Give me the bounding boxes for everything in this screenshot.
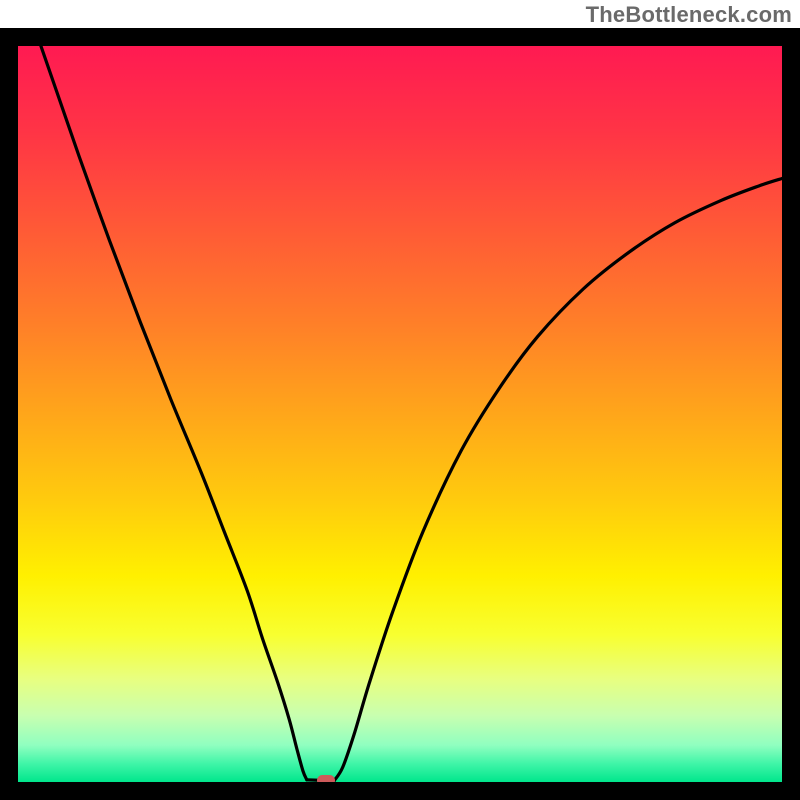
- watermark-text: TheBottleneck.com: [586, 2, 792, 28]
- chart-background: [18, 46, 782, 782]
- chart-frame: [0, 28, 800, 800]
- chart-svg: [18, 46, 782, 782]
- chart-plot-area: [18, 46, 782, 782]
- valley-marker: [317, 775, 335, 782]
